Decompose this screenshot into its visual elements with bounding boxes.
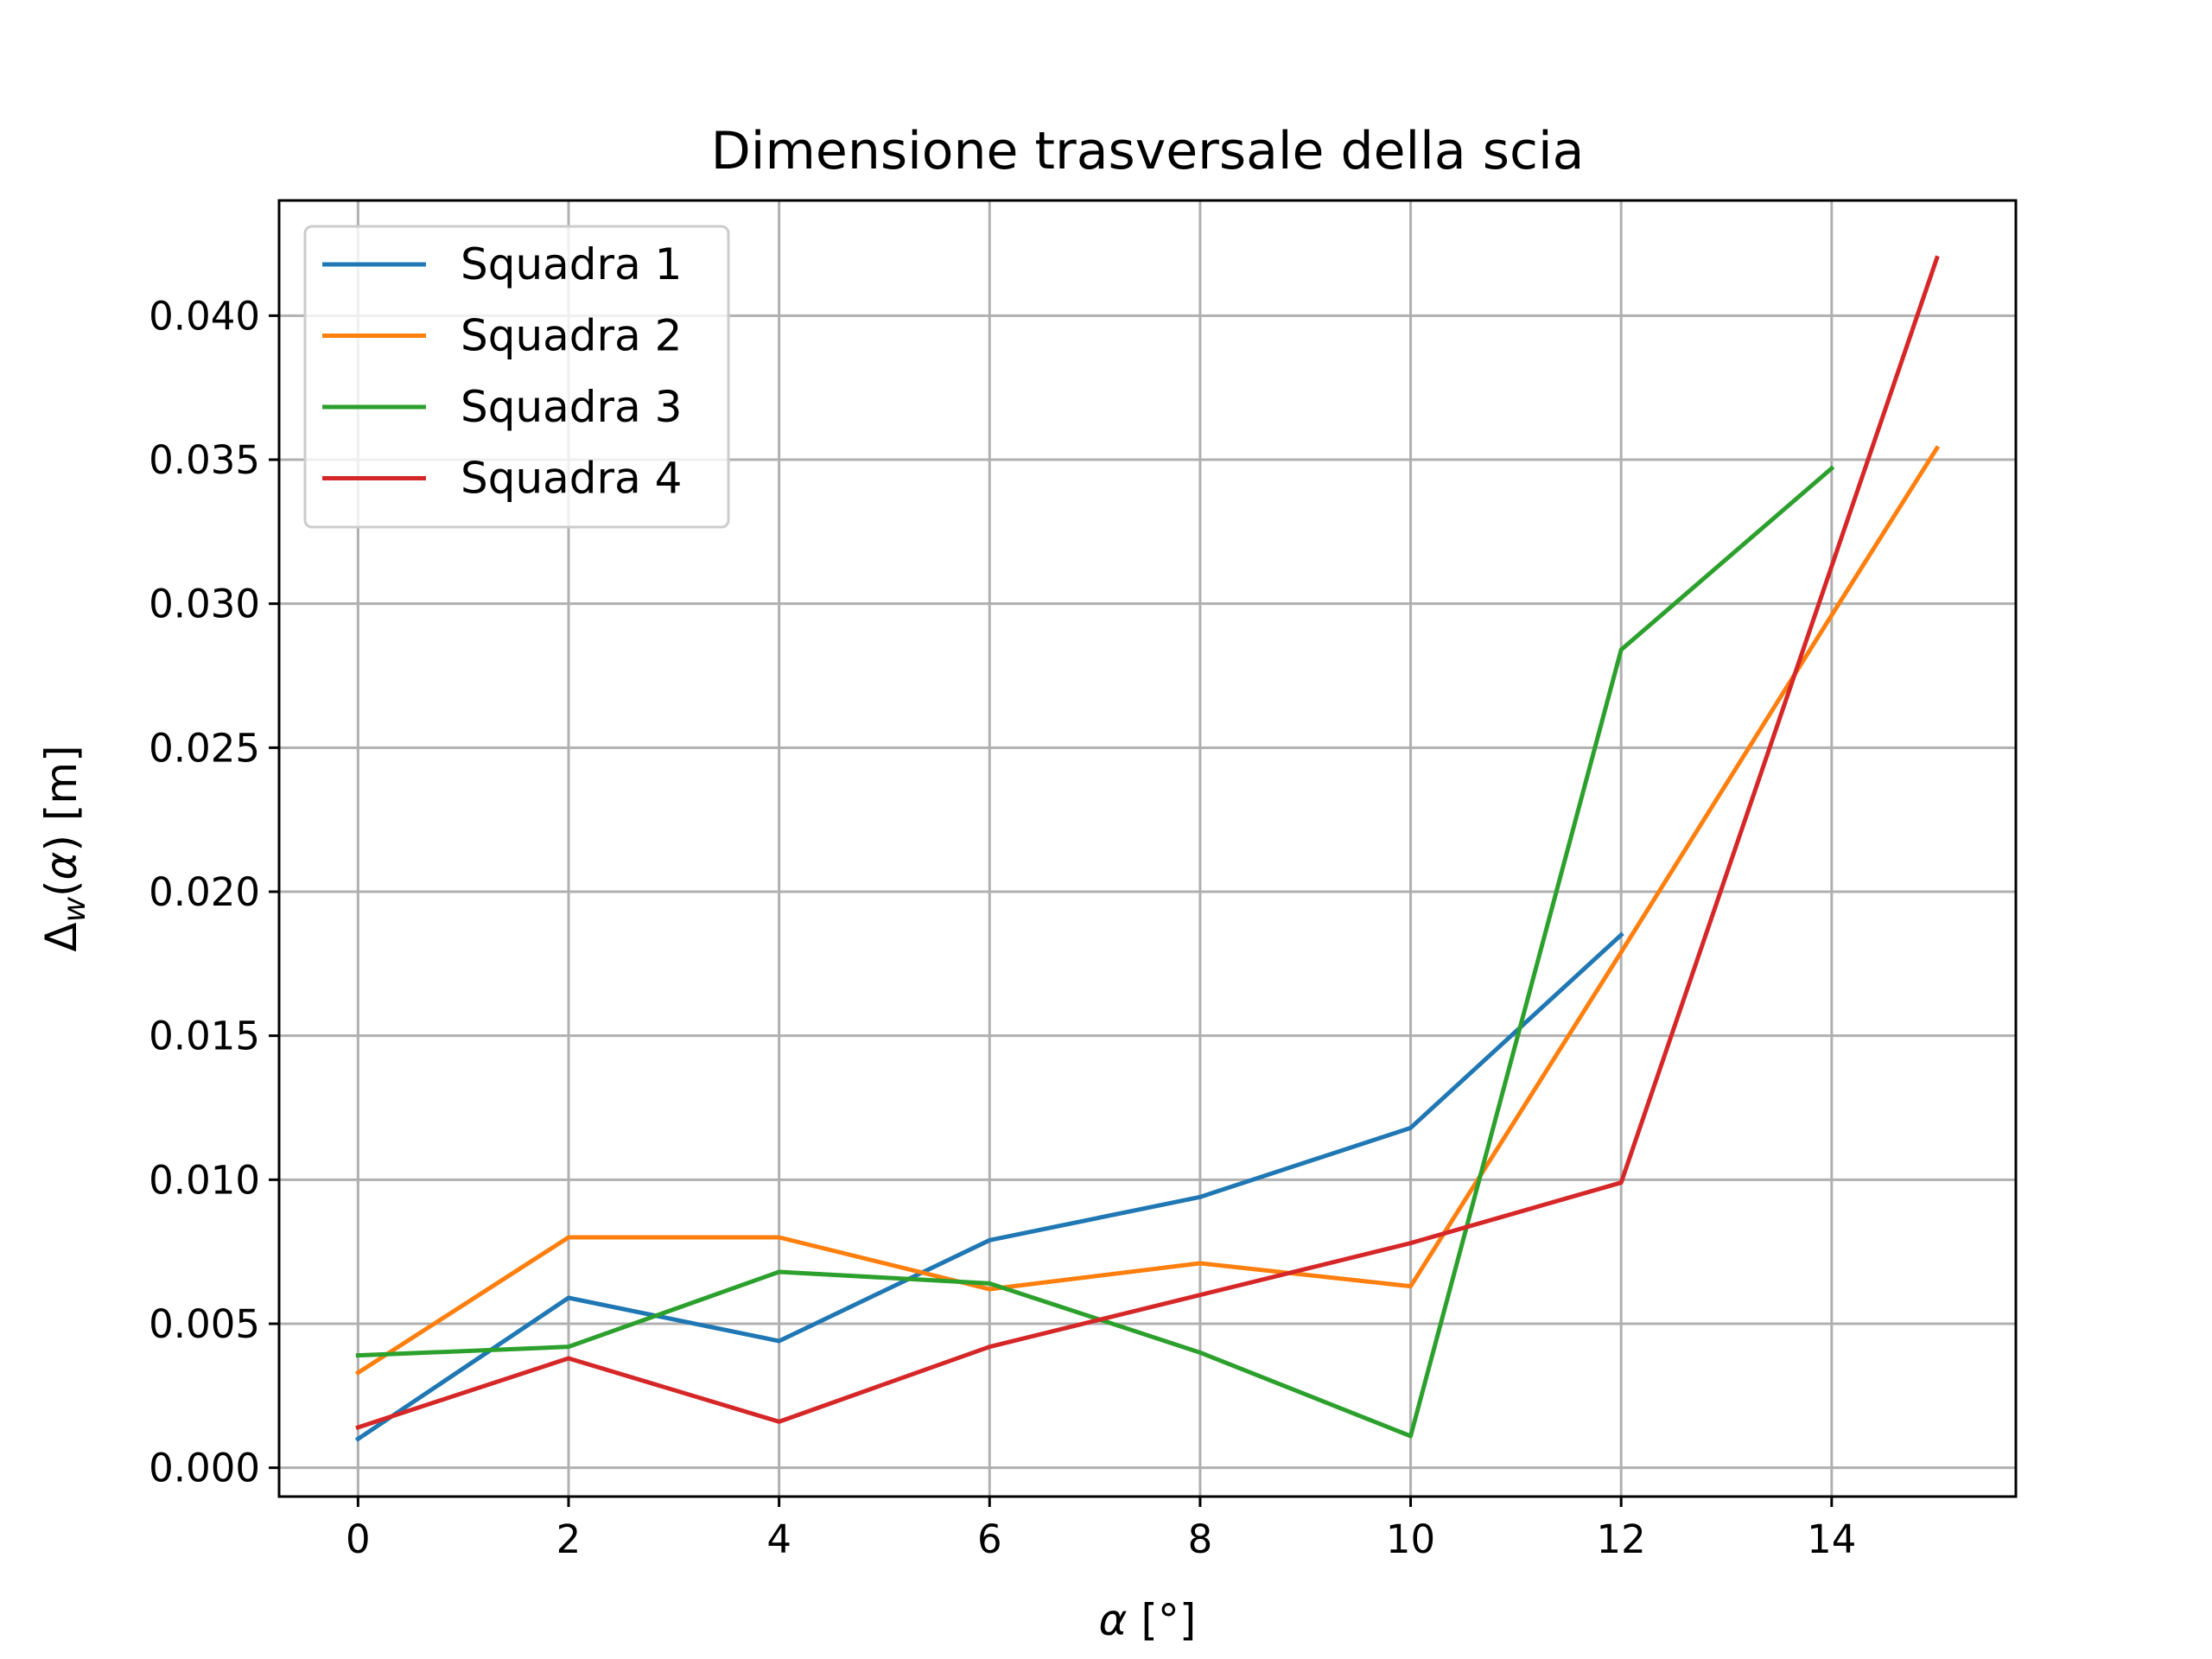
y-tick-label: 0.000 — [149, 1446, 260, 1491]
plot-area-frame — [277, 199, 2018, 1498]
y-tick-label: 0.025 — [149, 725, 260, 771]
legend: Squadra 1 Squadra 2 Squadra 3 Squadra 4 — [303, 225, 730, 529]
x-tick-label: 6 — [977, 1516, 1002, 1562]
x-tick-label: 2 — [556, 1516, 582, 1562]
x-tick-label: 12 — [1597, 1516, 1646, 1562]
y-tick-label: 0.010 — [149, 1157, 260, 1203]
y-tick-label: 0.005 — [149, 1301, 260, 1347]
series-line — [354, 445, 1941, 1376]
y-tick-label: 0.015 — [149, 1014, 260, 1059]
y-tick-label: 0.020 — [149, 869, 260, 915]
legend-label: Squadra 3 — [461, 382, 682, 432]
legend-label: Squadra 1 — [461, 239, 682, 289]
legend-label: Squadra 4 — [461, 454, 682, 504]
y-axis-label: Δw(α) [m] — [36, 745, 92, 951]
x-tick-label: 10 — [1386, 1516, 1435, 1562]
x-tick-label: 0 — [346, 1516, 371, 1562]
series-lines — [354, 255, 1941, 1442]
legend-label: Squadra 2 — [461, 311, 682, 361]
y-tick-label: 0.030 — [149, 582, 260, 627]
grid — [279, 200, 2016, 1497]
chart-title: Dimensione trasversale della scia — [711, 121, 1585, 181]
series-line — [355, 465, 1835, 1439]
y-tick-label: 0.035 — [149, 437, 260, 483]
axis-ticks: 0 2 4 6 8 10 12 14 0.000 0.005 0.010 0.015 0.020 0.02… — [149, 293, 1856, 1562]
x-tick-label: 4 — [766, 1516, 791, 1562]
y-tick-label: 0.040 — [149, 293, 260, 339]
x-tick-label: 8 — [1188, 1516, 1213, 1562]
series-line — [354, 931, 1624, 1442]
series-line — [355, 255, 1940, 1431]
x-tick-label: 14 — [1807, 1516, 1856, 1562]
x-axis-label: α [°] — [1099, 1595, 1197, 1645]
legend-box — [303, 225, 730, 529]
